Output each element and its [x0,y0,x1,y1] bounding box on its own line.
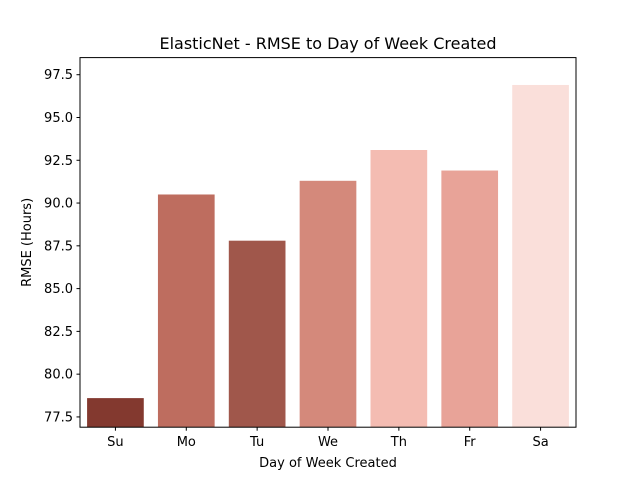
x-tick-label-sa: Sa [532,435,548,450]
y-tick-label: 82.5 [44,325,73,340]
bar-mo [157,194,215,428]
x-axis: Su Mo Tu We Th Fr Sa [107,427,549,450]
y-tick-label: 87.5 [44,239,73,254]
x-tick-label-fr: Fr [464,435,477,450]
y-tick-label: 80.0 [44,368,73,383]
x-axis-label: Day of Week Created [259,456,397,471]
y-tick-label: 77.5 [44,410,73,425]
bar-sa [512,84,569,428]
x-tick-label-th: Th [390,435,407,450]
bars-group [87,84,569,428]
chart-title: ElasticNet - RMSE to Day of Week Created [159,34,496,53]
x-tick-label-su: Su [107,435,124,450]
bar-tu [228,240,286,428]
y-tick-label: 85.0 [44,282,73,297]
bar-fr [441,170,499,428]
y-axis: 77.5 80.0 82.5 85.0 87.5 90.0 92.5 95.0 97.5 [44,68,80,425]
x-tick-label-mo: Mo [177,435,196,450]
bar-th [370,150,428,428]
y-tick-label: 97.5 [44,68,73,83]
y-tick-label: 90.0 [44,197,73,212]
bar-we [299,180,357,428]
y-tick-label: 92.5 [44,154,73,169]
x-tick-label-tu: Tu [249,435,264,450]
bar-su [87,398,144,428]
plot-frame [79,57,577,428]
y-axis-label: RMSE (Hours) [20,198,35,287]
y-tick-label: 95.0 [44,111,73,126]
x-tick-label-we: We [318,435,338,450]
